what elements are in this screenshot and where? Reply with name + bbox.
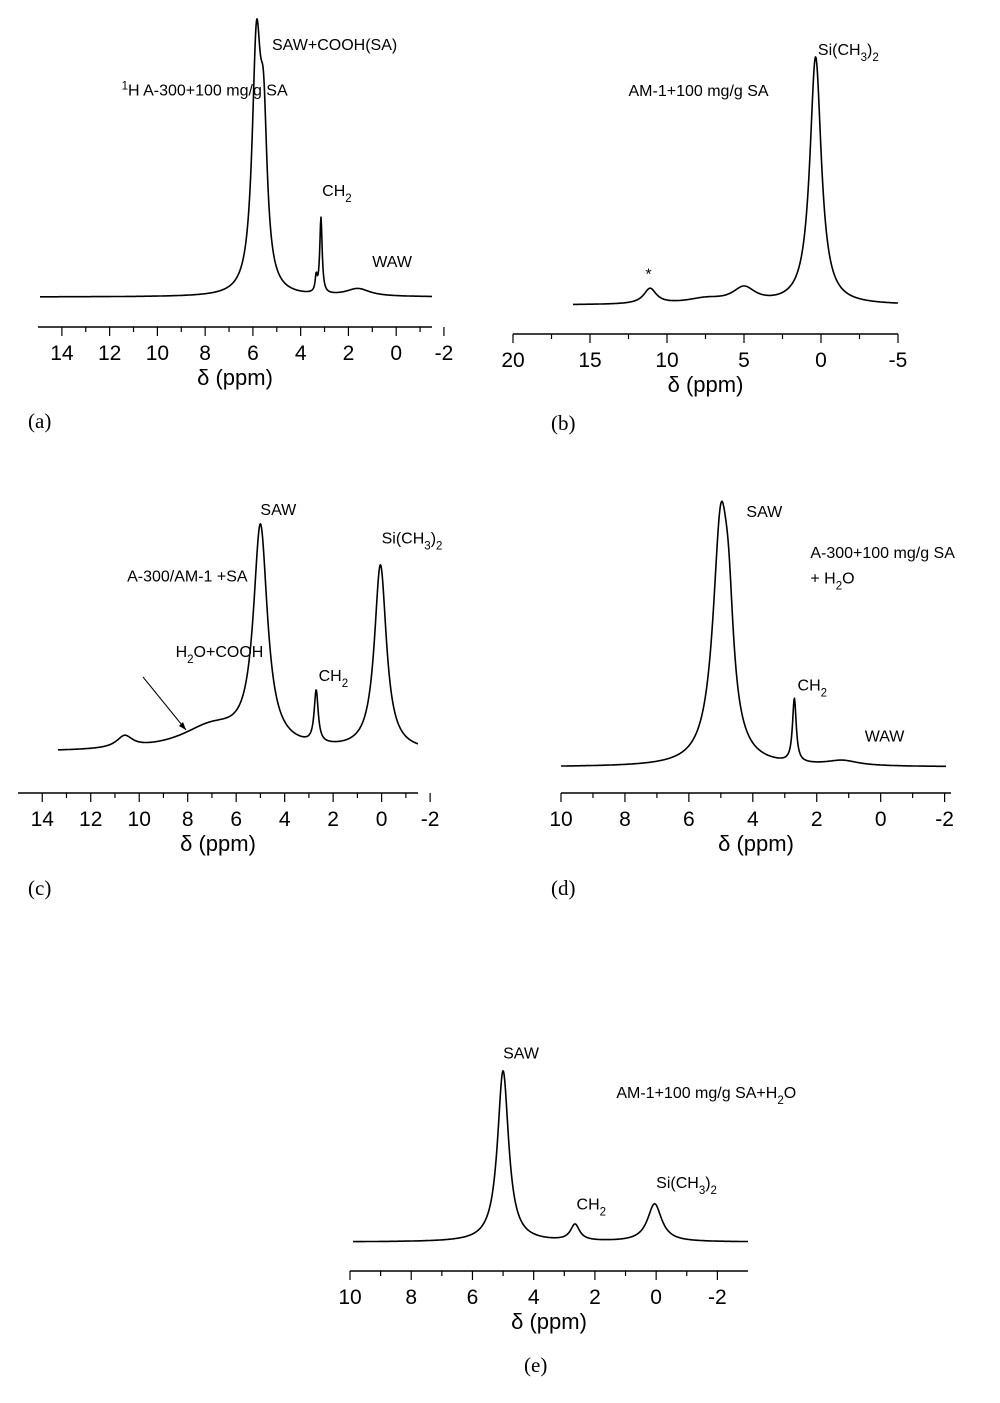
spectrum-line [572,56,899,306]
annotation: + H2O [810,570,854,592]
x-tick-label: 4 [528,1286,540,1309]
x-tick-label: 0 [875,808,887,831]
annotation: 1H A-300+100 mg/g SA [122,80,288,99]
x-tick-label: -2 [708,1286,727,1309]
x-axis-label: δ (ppm) [718,831,794,856]
panel-b: 20 15 10 5 0 -5 δ (ppm) AM-1+100 mg/g SA Si(CH3)… [501,42,907,435]
annotation: Si(CH3)2 [656,1175,717,1197]
x-tick-label: 12 [98,342,121,365]
x-tick-label: -2 [935,808,954,831]
x-axis-label: δ (ppm) [197,365,273,390]
x-tick-label: 0 [815,349,827,372]
annotation: WAW [372,254,413,271]
x-tick-label: 2 [327,808,339,831]
x-tick-label: 8 [405,1286,417,1309]
annotation: SAW+COOH(SA) [272,37,397,54]
annotation: WAW [865,729,906,746]
x-tick-label: 0 [390,342,402,365]
annotation: CH2 [319,668,349,690]
x-tick-label: 0 [376,808,388,831]
annotation: CH2 [798,678,828,700]
annotation: SAW [503,1045,540,1062]
x-tick-label: 2 [589,1286,601,1309]
x-tick-label: 8 [182,808,194,831]
panel-label: (d) [551,876,576,900]
panel-label: (e) [524,1353,547,1377]
x-tick-label: 0 [650,1286,662,1309]
annotation: A-300/AM-1 +SA [127,568,248,585]
x-tick-label: 8 [199,342,211,365]
x-tick-label: 10 [146,342,169,365]
spectrum-line [352,1070,749,1243]
x-tick-label: 14 [50,342,74,365]
x-tick-label: 10 [338,1286,361,1309]
x-tick-label: 6 [467,1286,479,1309]
panel-label: (b) [551,411,576,435]
annotation: A-300+100 mg/g SA [810,545,955,562]
annotation-arrow [142,676,187,731]
panel-a: 14 12 10 8 6 4 2 0 -2 δ (ppm) 1H A-300+100 mg/g SA… [28,17,454,433]
x-tick-label: -2 [435,342,454,365]
x-tick-label: 2 [343,342,355,365]
x-tick-label: 10 [549,808,572,831]
annotation: SAW [260,502,297,519]
x-axis-label: δ (ppm) [511,1309,587,1334]
x-tick-label: 4 [279,808,291,831]
panel-d: 10 8 6 4 2 0 -2 δ (ppm) SAW A-300+100 mg/g SA + H2… [549,500,955,900]
panel-e: 10 8 6 4 2 0 -2 δ (ppm) SAW AM-1+100 mg/g SA+H2O C… [338,1045,796,1377]
x-tick-label: -2 [421,808,440,831]
panel-label: (a) [28,409,51,433]
x-tick-label: 12 [79,808,102,831]
x-tick-label: 10 [655,349,678,372]
x-tick-label: 4 [747,808,759,831]
x-tick-label: 4 [295,342,307,365]
annotation: SAW [746,504,783,521]
annotation: * [645,267,651,284]
x-tick-label: 15 [578,349,601,372]
annotation: AM-1+100 mg/g SA+H2O [616,1085,796,1107]
x-axis-label: δ (ppm) [180,831,256,856]
x-tick-label: 2 [811,808,823,831]
x-tick-label: 14 [31,808,55,831]
annotation: Si(CH3)2 [818,42,879,64]
annotation: H2O+COOH [176,644,264,666]
x-tick-label: 6 [247,342,259,365]
x-tick-label: -5 [889,349,908,372]
x-tick-label: 6 [683,808,695,831]
spectrum-line [560,500,947,768]
annotation: CH2 [322,183,352,205]
panel-c: 14 12 10 8 6 4 2 0 -2 δ (ppm) SAW Si(CH3)2 A-300/AM-… [18,502,442,900]
spectrum-line [57,523,419,751]
x-tick-label: 6 [230,808,242,831]
x-tick-label: 5 [738,349,750,372]
annotation: AM-1+100 mg/g SA [629,83,769,100]
annotation: CH2 [577,1197,607,1219]
panel-label: (c) [28,876,51,900]
x-tick-label: 20 [501,349,524,372]
x-axis-label: δ (ppm) [668,372,744,397]
spectrum-line [39,17,433,298]
x-tick-label: 10 [128,808,151,831]
annotation: Si(CH3)2 [382,530,443,552]
x-tick-label: 8 [619,808,631,831]
